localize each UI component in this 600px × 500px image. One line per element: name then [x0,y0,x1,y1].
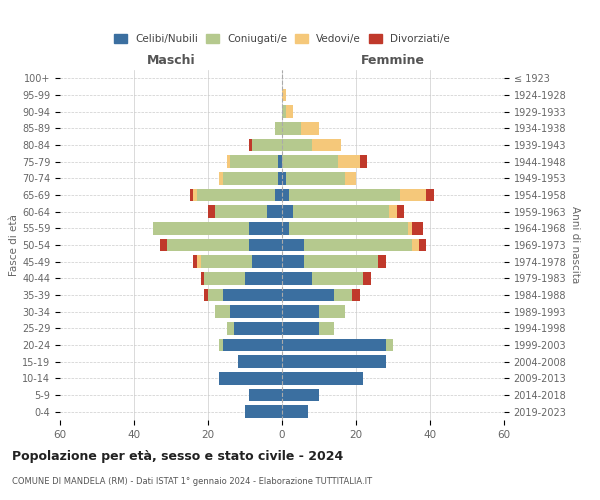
Bar [282,222,289,234]
Bar [345,172,356,184]
Bar [426,188,434,201]
Text: Maschi: Maschi [146,54,196,66]
Bar [215,306,230,318]
Bar [193,256,197,268]
Bar [219,172,223,184]
Bar [304,256,378,268]
Bar [245,272,282,284]
Bar [152,222,249,234]
Bar [253,256,282,268]
Bar [282,406,308,418]
Bar [400,188,426,201]
Y-axis label: Fasce di età: Fasce di età [9,214,19,276]
Bar [408,222,412,234]
Y-axis label: Anni di nascita: Anni di nascita [571,206,580,284]
Bar [282,239,304,251]
Bar [223,172,278,184]
Bar [204,289,208,301]
Bar [282,339,386,351]
Bar [238,356,282,368]
Bar [412,239,419,251]
Bar [282,138,311,151]
Bar [386,339,393,351]
Bar [364,272,371,284]
Bar [282,156,337,168]
Bar [282,372,364,384]
Bar [282,389,319,401]
Bar [319,322,334,334]
Bar [389,206,397,218]
Bar [412,222,422,234]
Bar [286,106,293,118]
Bar [200,256,253,268]
Bar [249,389,282,401]
Bar [397,206,404,218]
Bar [223,289,282,301]
Bar [419,239,426,251]
Bar [245,406,282,418]
Bar [230,156,278,168]
Bar [190,188,193,201]
Bar [337,156,360,168]
Bar [208,289,223,301]
Bar [282,206,293,218]
Bar [253,138,282,151]
Text: Femmine: Femmine [361,54,425,66]
Bar [230,306,282,318]
Bar [275,122,282,134]
Bar [219,372,282,384]
Bar [193,188,197,201]
Bar [204,272,245,284]
Bar [208,206,215,218]
Bar [267,206,282,218]
Bar [234,322,282,334]
Bar [282,89,286,101]
Bar [197,256,200,268]
Bar [289,222,408,234]
Bar [282,256,304,268]
Bar [282,172,286,184]
Text: Popolazione per età, sesso e stato civile - 2024: Popolazione per età, sesso e stato civil… [12,450,343,463]
Bar [197,188,275,201]
Bar [282,322,319,334]
Bar [223,339,282,351]
Bar [304,239,412,251]
Bar [293,206,389,218]
Bar [282,356,386,368]
Bar [227,156,230,168]
Bar [282,306,319,318]
Bar [360,156,367,168]
Bar [219,339,223,351]
Bar [249,138,253,151]
Bar [311,272,364,284]
Bar [352,289,360,301]
Bar [378,256,386,268]
Bar [289,188,400,201]
Bar [160,239,167,251]
Bar [282,272,311,284]
Bar [249,239,282,251]
Bar [278,156,282,168]
Text: COMUNE DI MANDELA (RM) - Dati ISTAT 1° gennaio 2024 - Elaborazione TUTTITALIA.IT: COMUNE DI MANDELA (RM) - Dati ISTAT 1° g… [12,478,372,486]
Bar [311,138,341,151]
Bar [282,188,289,201]
Bar [275,188,282,201]
Bar [200,272,204,284]
Legend: Celibi/Nubili, Coniugati/e, Vedovi/e, Divorziati/e: Celibi/Nubili, Coniugati/e, Vedovi/e, Di… [110,30,454,48]
Bar [301,122,319,134]
Bar [319,306,345,318]
Bar [278,172,282,184]
Bar [215,206,267,218]
Bar [249,222,282,234]
Bar [167,239,249,251]
Bar [227,322,234,334]
Bar [334,289,352,301]
Bar [282,122,301,134]
Bar [282,106,286,118]
Bar [282,289,334,301]
Bar [286,172,345,184]
